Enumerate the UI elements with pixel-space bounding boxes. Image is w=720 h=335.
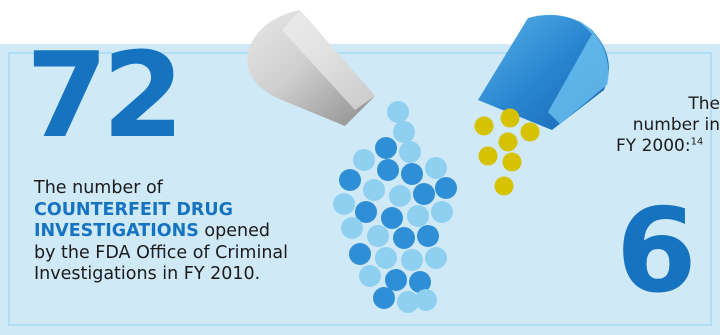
caption-line: INVESTIGATIONS opened <box>34 221 364 243</box>
caption-line: Investigations in FY 2010. <box>34 264 261 284</box>
pill-beads-yellow-icon <box>474 108 540 196</box>
stat-number-2000: 6 <box>616 184 697 319</box>
caption-line: number in <box>632 115 720 135</box>
pill-beads-blue-icon <box>333 101 457 313</box>
caption-line: by the FDA Office of Criminal <box>34 242 289 263</box>
caption-text: opened <box>198 221 270 241</box>
stat-number-2010: 72 <box>26 26 184 164</box>
panel-border <box>8 52 712 326</box>
stat-caption-2000: The number in FY 2000:14 <box>596 94 720 157</box>
capsule-half-gray-icon <box>247 10 375 126</box>
caption-line: FY 2000:14 <box>596 136 720 157</box>
caption-line: The <box>688 94 720 114</box>
caption-text: FY 2000: <box>616 136 691 156</box>
stat-caption-2010: The number of COUNTERFEIT DRUG INVESTIGA… <box>34 178 364 286</box>
caption-highlight: INVESTIGATIONS <box>34 221 199 241</box>
caption-line: The number of <box>34 178 163 198</box>
footnote-marker: 14 <box>690 136 704 148</box>
caption-highlight: COUNTERFEIT DRUG <box>34 199 233 220</box>
capsule-half-blue-icon <box>478 14 609 130</box>
